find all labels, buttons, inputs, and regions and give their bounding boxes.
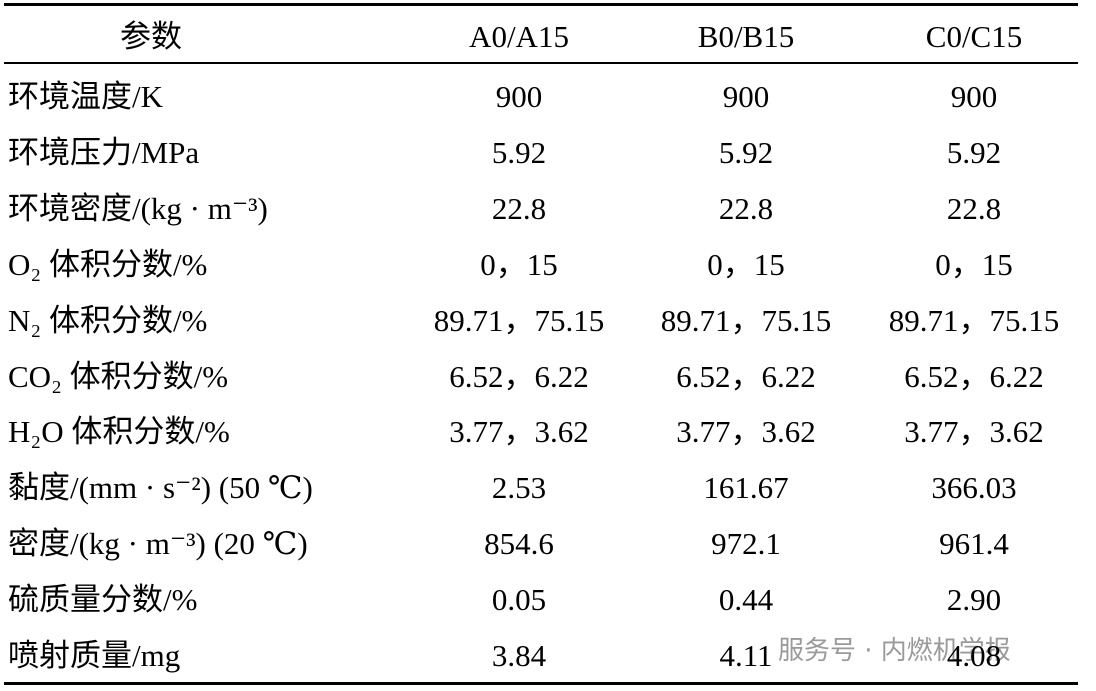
cell-value: 4.08 — [946, 638, 1002, 673]
cell-value: 3.77，3.62 — [676, 414, 816, 450]
cell-value: 366.03 — [931, 470, 1017, 506]
cell-value: 6.52，6.22 — [449, 358, 589, 394]
cell-value: 89.71，75.15 — [433, 302, 605, 338]
header-cell: B0/B15 — [697, 19, 795, 54]
header-cell: A0/A15 — [469, 19, 569, 54]
top-rule — [4, 3, 1078, 6]
cell-value: 0.05 — [491, 582, 547, 618]
cell-value: 89.71，75.15 — [888, 302, 1060, 338]
row-label: 密度/(kg · m⁻³) (20 ℃) — [8, 526, 308, 562]
cell-value: 2.53 — [491, 470, 547, 506]
row-label: 喷射质量/mg — [8, 638, 181, 673]
cell-value: 5.92 — [491, 134, 547, 170]
cell-value: 22.8 — [718, 190, 774, 226]
cell-value: 3.77，3.62 — [449, 414, 589, 450]
header-rule — [4, 62, 1078, 64]
cell-value: 6.52，6.22 — [676, 358, 816, 394]
cell-value: 5.92 — [946, 134, 1002, 170]
cell-value: 0.44 — [718, 582, 774, 618]
cell-value: 161.67 — [703, 470, 789, 506]
row-label: CO₂ 体积分数/% — [8, 358, 229, 394]
row-label: O₂ 体积分数/% — [8, 246, 208, 282]
cell-value: 6.52，6.22 — [904, 358, 1044, 394]
cell-value: 900 — [950, 79, 998, 114]
header-cell: 参数 — [120, 19, 182, 54]
row-label: 环境密度/(kg · m⁻³) — [8, 190, 268, 226]
row-label: H₂O 体积分数/% — [8, 414, 230, 450]
cell-value: 900 — [722, 79, 770, 114]
cell-value: 0，15 — [480, 246, 558, 282]
row-label: 环境压力/MPa — [8, 134, 200, 170]
cell-value: 0，15 — [707, 246, 785, 282]
row-label: 硫质量分数/% — [8, 582, 198, 618]
cell-value: 3.84 — [491, 638, 547, 673]
cell-value: 5.92 — [718, 134, 774, 170]
row-label: 黏度/(mm · s⁻²) (50 ℃) — [8, 470, 313, 506]
cell-value: 961.4 — [939, 526, 1009, 562]
cell-value: 22.8 — [491, 190, 547, 226]
cell-value: 22.8 — [946, 190, 1002, 226]
cell-value: 89.71，75.15 — [660, 302, 832, 338]
header-cell: C0/C15 — [925, 19, 1023, 54]
row-label: 环境温度/K — [8, 79, 163, 114]
cell-value: 3.77，3.62 — [904, 414, 1044, 450]
row-label: N₂ 体积分数/% — [8, 302, 208, 338]
cell-value: 4.11 — [719, 638, 773, 673]
cell-value: 854.6 — [484, 526, 554, 562]
cell-value: 900 — [495, 79, 543, 114]
watermark: 服务号 · 内燃机学报 — [778, 636, 1011, 666]
bottom-rule — [4, 682, 1078, 685]
cell-value: 2.90 — [946, 582, 1002, 618]
cell-value: 0，15 — [935, 246, 1013, 282]
cell-value: 972.1 — [711, 526, 781, 562]
